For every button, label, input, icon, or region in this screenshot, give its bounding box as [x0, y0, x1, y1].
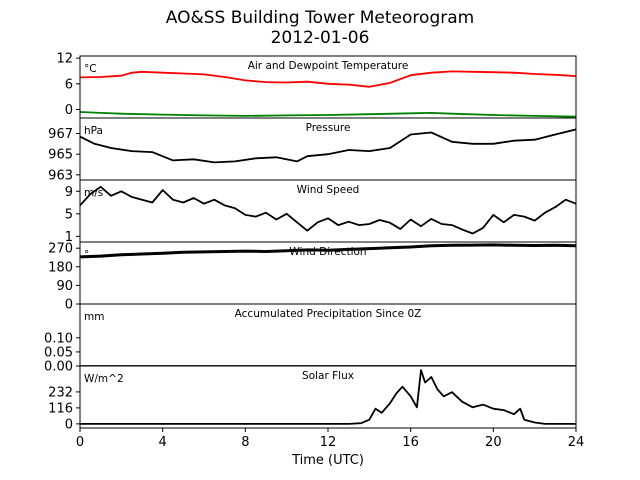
y-tick-label-5-1: 116: [48, 401, 73, 416]
series-line-0-1: [80, 111, 576, 118]
y-tick-label-0-2: 12: [56, 52, 73, 67]
x-tick-label-0: 0: [76, 435, 84, 450]
y-tick-label-5-2: 232: [48, 385, 73, 400]
y-tick-label-2-2: 9: [65, 185, 73, 200]
y-tick-label-3-0: 0: [65, 298, 73, 313]
panel-unit-2: m/s: [84, 187, 103, 199]
panel-title-1: Pressure: [306, 122, 351, 134]
y-tick-label-2-1: 5: [65, 207, 73, 222]
y-tick-label-3-3: 270: [48, 242, 73, 257]
series-line-0-0: [80, 70, 576, 88]
x-tick-label-5: 20: [485, 435, 502, 450]
series-line-2-0: [80, 185, 576, 235]
x-tick-label-4: 16: [402, 435, 419, 450]
y-tick-label-0-0: 0: [65, 103, 73, 118]
y-tick-label-4-1: 0.05: [44, 345, 73, 360]
figure-subtitle: 2012-01-06: [270, 28, 370, 48]
x-tick-label-2: 8: [241, 435, 249, 450]
y-tick-label-1-1: 965: [48, 148, 73, 163]
x-axis-label: Time (UTC): [292, 453, 364, 468]
y-tick-label-1-0: 963: [48, 168, 73, 183]
panel-unit-1: hPa: [84, 125, 103, 137]
y-tick-label-4-0: 0.00: [44, 360, 73, 375]
panel-title-2: Wind Speed: [297, 184, 360, 196]
panel-unit-0: °C: [84, 63, 97, 75]
x-tick-label-3: 12: [320, 435, 337, 450]
x-tick-label-1: 4: [159, 435, 167, 450]
y-tick-label-3-1: 90: [56, 279, 73, 294]
panel-title-4: Accumulated Precipitation Since 0Z: [235, 308, 422, 320]
y-tick-label-0-1: 6: [65, 77, 73, 92]
panel-title-3: Wind Direction: [289, 246, 366, 258]
y-tick-label-3-2: 180: [48, 260, 73, 275]
x-tick-label-6: 24: [568, 435, 585, 450]
y-tick-label-2-0: 1: [65, 230, 73, 245]
series-line-5-0: [80, 369, 576, 425]
series-line-3-0: [80, 243, 576, 259]
panel-title-0: Air and Dewpoint Temperature: [248, 60, 409, 72]
y-tick-label-1-2: 967: [48, 127, 73, 142]
y-tick-label-5-0: 0: [65, 417, 73, 432]
y-tick-label-4-2: 0.10: [44, 331, 73, 346]
figure-title: AO&SS Building Tower Meteorogram: [165, 8, 475, 28]
panel-unit-3: °: [84, 249, 89, 261]
panel-title-5: Solar Flux: [302, 370, 354, 382]
panel-unit-4: mm: [84, 311, 104, 323]
series-line-1-0: [80, 128, 576, 164]
panel-unit-5: W/m^2: [84, 373, 124, 385]
